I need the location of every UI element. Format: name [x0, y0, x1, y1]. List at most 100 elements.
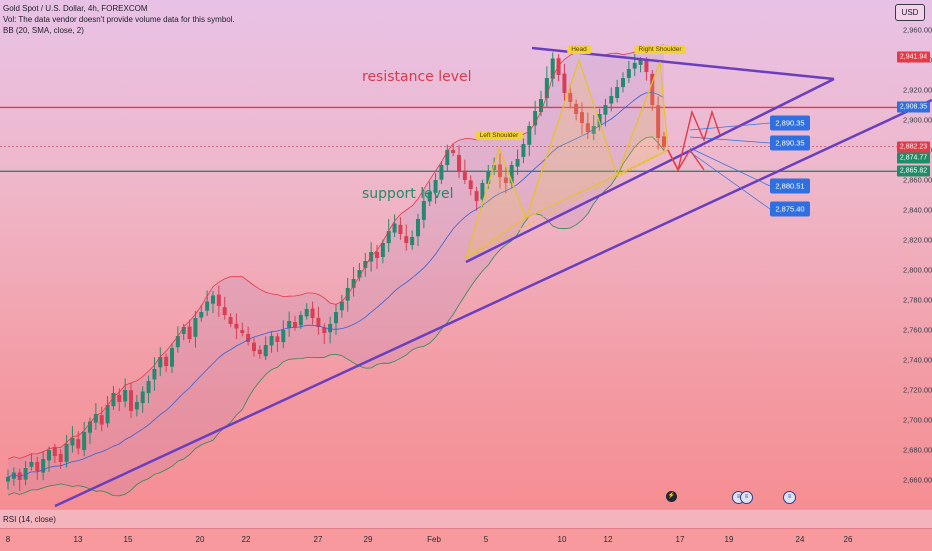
candle-body [52, 447, 57, 456]
neckline [465, 149, 669, 259]
price-chart[interactable] [0, 0, 932, 508]
price-tick: 2,960.00 [903, 25, 932, 35]
candle-body [99, 415, 104, 425]
bb-lower-line [7, 136, 665, 497]
price-tick: 2,680.00 [903, 445, 932, 455]
lightning-event-icon[interactable]: ⚡ [666, 491, 677, 502]
candle-body [515, 159, 520, 167]
price-badge: 2,882.23 [897, 141, 930, 153]
candle-body [404, 236, 409, 243]
support-label: support level [362, 186, 454, 202]
time-tick: 12 [603, 535, 613, 544]
candle-body [585, 123, 590, 132]
candle-body [6, 477, 10, 482]
candle-body [498, 164, 502, 177]
candle-body [574, 103, 579, 114]
candle-body [656, 105, 661, 138]
candle-body [527, 126, 532, 145]
left-shoulder-label: Left Shoulder [475, 131, 523, 140]
candle-body [310, 308, 315, 318]
candle-body [638, 60, 643, 65]
candle-body [29, 462, 34, 467]
candle-body [11, 472, 16, 479]
candle-body [650, 73, 655, 105]
candle-body [228, 317, 233, 324]
candle-body [175, 336, 180, 348]
candle-body [240, 330, 245, 333]
price-tick: 2,900.00 [903, 115, 932, 125]
candle-body [375, 251, 379, 258]
candle-body [480, 183, 485, 200]
candle-body [544, 78, 549, 99]
candle-body [158, 357, 163, 368]
time-tick: 5 [483, 535, 489, 544]
candle-body [304, 309, 309, 317]
time-tick: 24 [795, 535, 805, 544]
price-tick: 2,660.00 [903, 475, 932, 485]
time-tick: 15 [123, 535, 133, 544]
target-line-3 [689, 147, 771, 187]
candle-body [421, 201, 426, 220]
candle-body [457, 154, 461, 171]
flag-event-icon[interactable]: ≡ [783, 491, 796, 504]
target-line-2 [689, 136, 771, 144]
candle-body [380, 243, 385, 258]
candle-body [140, 391, 145, 404]
flag-event-icon[interactable]: ≡ [740, 491, 753, 504]
candle-body [609, 96, 614, 104]
target-box-1: 2,890.35 [770, 115, 810, 131]
candle-body [70, 438, 75, 446]
price-tick: 2,920.00 [903, 85, 932, 95]
candle-body [211, 295, 215, 304]
price-badge: 2,908.35 [897, 101, 930, 113]
candle-body [129, 390, 133, 411]
price-badge: 2,865.82 [897, 165, 930, 177]
candle-body [439, 165, 444, 180]
candle-body [93, 414, 98, 423]
candle-body [474, 191, 479, 201]
triangle-lower-line [465, 77, 835, 264]
candle-body [216, 294, 221, 306]
time-axis[interactable]: 8 13 15 20 22 27 29 Feb 5 10 12 17 19 24 26 [0, 528, 932, 551]
candle-body [199, 312, 204, 318]
candle-body [509, 165, 514, 184]
candle-body [416, 219, 420, 237]
candle-body [334, 312, 338, 324]
candle-body [281, 330, 286, 343]
candle-body [263, 345, 268, 357]
time-tick: 17 [675, 535, 685, 544]
candle-body [287, 321, 292, 329]
time-tick: 26 [843, 535, 853, 544]
candle-body [88, 421, 92, 433]
candle-body [298, 315, 303, 326]
rsi-label: RSI (14, close) [3, 515, 56, 524]
candle-body [451, 149, 456, 153]
price-tick: 2,700.00 [903, 415, 932, 425]
candle-body [591, 126, 596, 134]
candle-body [164, 356, 169, 366]
candle-body [193, 318, 198, 337]
rsi-pane[interactable]: RSI (14, close) [0, 509, 932, 528]
candle-body [339, 301, 344, 311]
candle-body [246, 333, 251, 342]
candle-body [152, 369, 157, 380]
currency-button[interactable]: USD [895, 4, 925, 21]
candle-body [615, 87, 620, 99]
chart-legend: Gold Spot / U.S. Dollar, 4h, FOREXCOM Vo… [3, 3, 235, 36]
price-tick: 2,840.00 [903, 205, 932, 215]
price-badge: 2,874.77 [897, 152, 930, 164]
time-tick: 13 [73, 535, 83, 544]
candle-body [257, 349, 262, 354]
candle-body [146, 381, 151, 394]
candle-body [328, 324, 333, 333]
candle-body [410, 237, 415, 246]
candle-body [47, 450, 51, 461]
candle-body [269, 336, 274, 346]
price-tick: 2,860.00 [903, 175, 932, 185]
price-tick: 2,780.00 [903, 295, 932, 305]
candle-body [105, 405, 110, 424]
candle-body [134, 402, 139, 410]
candle-body [76, 439, 81, 449]
candle-body [492, 165, 497, 170]
